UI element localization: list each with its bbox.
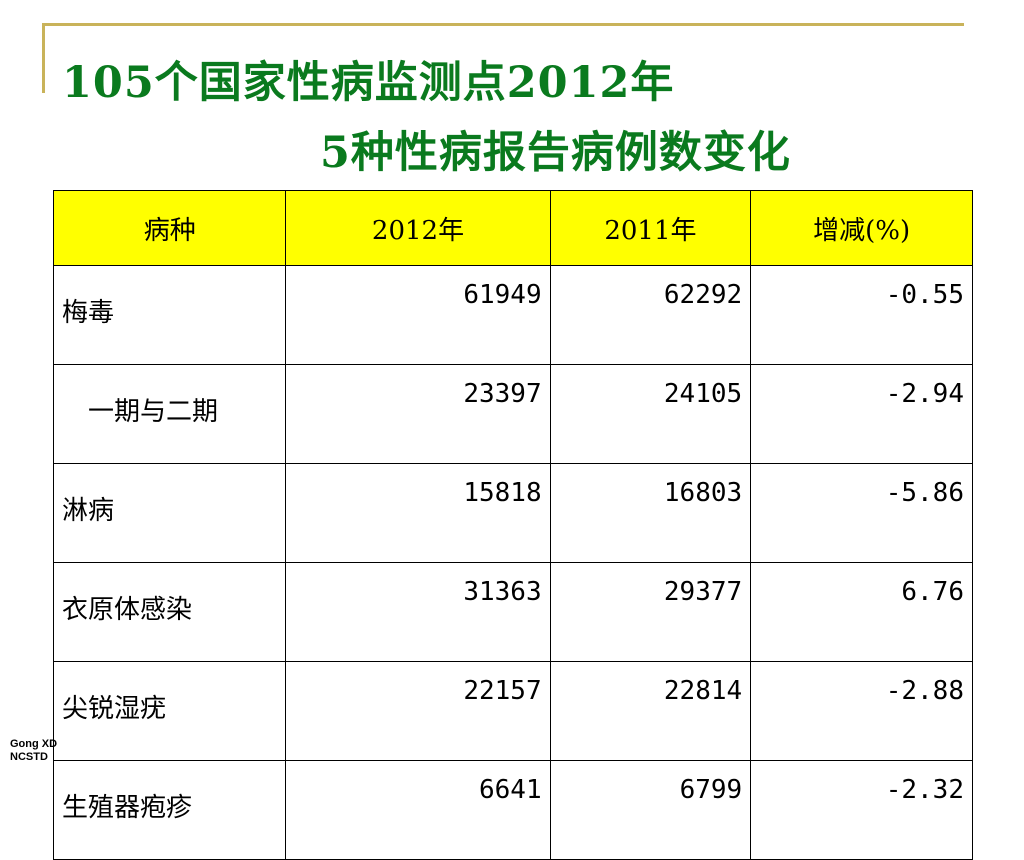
table-row: 淋病 15818 16803 -5.86 — [52, 463, 973, 563]
table-row: 梅毒 61949 62292 -0.55 — [52, 265, 973, 365]
change-percent: -2.32 — [750, 760, 973, 860]
header-2011: 2011年 — [549, 190, 752, 266]
cases-2012: 61949 — [285, 265, 551, 365]
change-percent: -2.88 — [750, 661, 973, 761]
author-footer: Gong XD NCSTD — [10, 738, 57, 764]
change-percent: -5.86 — [750, 463, 973, 563]
header-2012: 2012年 — [285, 190, 551, 266]
std-cases-table: 病种 2012年 2011年 增减(%) 梅毒 61949 62292 -0.5… — [52, 190, 973, 860]
cases-2012: 31363 — [285, 562, 551, 662]
table-row: 衣原体感染 31363 29377 6.76 — [52, 562, 973, 662]
disease-name: 尖锐湿疣 — [52, 661, 287, 761]
disease-name: 一期与二期 — [52, 364, 287, 464]
table-row: 一期与二期 23397 24105 -2.94 — [52, 364, 973, 464]
cases-2012: 22157 — [285, 661, 551, 761]
cases-2012: 23397 — [285, 364, 551, 464]
change-percent: -0.55 — [750, 265, 973, 365]
footer-author: Gong XD — [10, 738, 58, 750]
change-percent: -2.94 — [750, 364, 973, 464]
disease-name: 衣原体感染 — [52, 562, 287, 662]
header-disease: 病种 — [52, 190, 287, 266]
disease-name: 淋病 — [52, 463, 287, 563]
slide-title-line1: 105个国家性病监测点2012年 — [62, 58, 675, 108]
cases-2011: 6799 — [549, 760, 752, 860]
slide-title-line2: 5种性病报告病例数变化 — [320, 128, 791, 178]
table-row: 尖锐湿疣 22157 22814 -2.88 — [52, 661, 973, 761]
table-header-row: 病种 2012年 2011年 增减(%) — [52, 190, 973, 266]
cases-2011: 29377 — [549, 562, 752, 662]
cases-2011: 62292 — [549, 265, 752, 365]
slide-frame-left — [42, 23, 45, 93]
footer-org: NCSTD — [10, 751, 48, 763]
table-row: 生殖器疱疹 6641 6799 -2.32 — [52, 760, 973, 860]
cases-2012: 15818 — [285, 463, 551, 563]
slide-frame-top — [42, 23, 964, 26]
change-percent: 6.76 — [750, 562, 973, 662]
disease-name: 生殖器疱疹 — [52, 760, 287, 860]
cases-2011: 24105 — [549, 364, 752, 464]
cases-2011: 16803 — [549, 463, 752, 563]
cases-2012: 6641 — [285, 760, 551, 860]
cases-2011: 22814 — [549, 661, 752, 761]
disease-name: 梅毒 — [52, 265, 287, 365]
header-change: 增减(%) — [750, 190, 973, 266]
